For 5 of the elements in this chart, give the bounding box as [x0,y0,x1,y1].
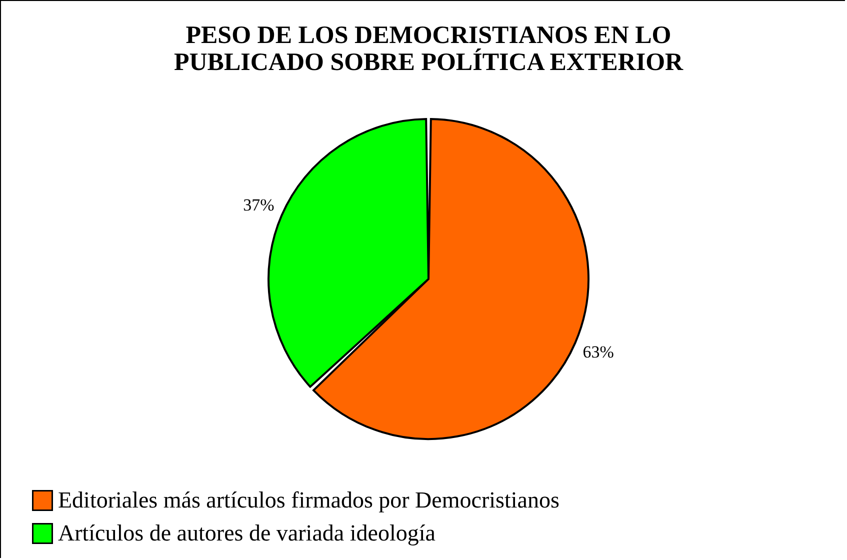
legend-label: Editoriales más artículos firmados por Democristianos [58,488,560,512]
data-label: 63% [582,342,614,362]
legend-label: Artículos de autores de variada ideología [58,520,436,546]
chart-title: PESO DE LOS DEMOCRISTIANOS EN LO PUBLICADO SOBRE POLÍTICA EXTERIOR [174,22,684,76]
data-label: 37% [243,196,274,215]
